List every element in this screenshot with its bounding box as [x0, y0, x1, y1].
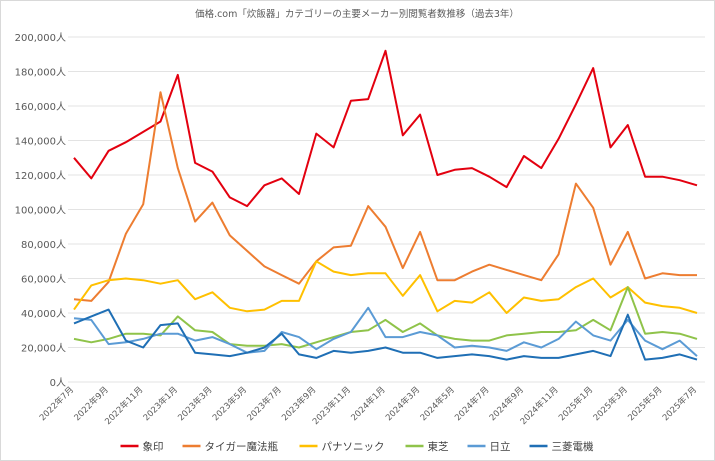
- x-tick-label: 2024年3月: [383, 384, 422, 423]
- legend-label: 象印: [143, 441, 164, 453]
- series-line-タイガー魔法瓶: [73, 91, 697, 302]
- x-tick-label: 2023年1月: [141, 384, 180, 423]
- series-line-三菱電機: [73, 308, 698, 361]
- y-tick-label: 100,000人: [15, 205, 66, 217]
- y-tick-label: 0人: [50, 377, 66, 389]
- series-line-象印: [73, 49, 698, 208]
- y-tick-label: 140,000人: [15, 136, 66, 148]
- legend-label: パナソニック: [322, 441, 385, 453]
- y-tick-label: 60,000人: [21, 274, 66, 286]
- legend-label: 日立: [490, 440, 511, 453]
- x-tick-label: 2024年1月: [349, 384, 388, 423]
- chart-title: 価格.com「炊飯器」カテゴリーの主要メーカー別閲覧者数推移（過去3年）: [195, 8, 519, 20]
- legend-label: 東芝: [428, 440, 449, 453]
- series-line-日立: [73, 306, 698, 357]
- x-tick-label: 2024年7月: [453, 384, 492, 423]
- x-tick-label: 2025年7月: [660, 384, 699, 423]
- y-tick-label: 180,000人: [15, 67, 66, 79]
- y-tick-label: 80,000人: [21, 239, 66, 251]
- x-tick-label: 2023年5月: [210, 384, 249, 423]
- x-tick-label: 2023年7月: [245, 384, 284, 423]
- x-tick-label: 2025年5月: [626, 384, 665, 423]
- y-tick-label: 160,000人: [15, 101, 66, 113]
- legend-label: 三菱電機: [552, 440, 594, 453]
- x-tick-label: 2024年5月: [418, 384, 457, 423]
- y-tick-label: 120,000人: [15, 170, 66, 182]
- x-tick-label: 2022年7月: [37, 384, 76, 423]
- series-line-東芝: [73, 286, 698, 349]
- y-tick-label: 200,000人: [15, 32, 66, 44]
- x-tick-label: 2025年3月: [591, 384, 630, 423]
- legend-label: タイガー魔法瓶: [205, 440, 279, 453]
- series-line-パナソニック: [73, 260, 698, 314]
- y-tick-label: 40,000人: [21, 308, 66, 320]
- x-tick-label: 2025年1月: [556, 384, 595, 423]
- y-tick-label: 20,000人: [21, 343, 66, 355]
- x-tick-label: 2023年3月: [176, 384, 215, 423]
